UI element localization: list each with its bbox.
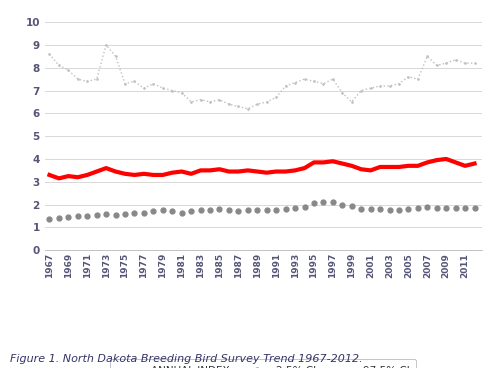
Legend: ANNUAL INDEX, 2.5% CI, 97.5% CI: ANNUAL INDEX, 2.5% CI, 97.5% CI (110, 359, 416, 368)
Text: Figure 1. North Dakota Breeding Bird Survey Trend 1967-2012.: Figure 1. North Dakota Breeding Bird Sur… (10, 354, 363, 364)
